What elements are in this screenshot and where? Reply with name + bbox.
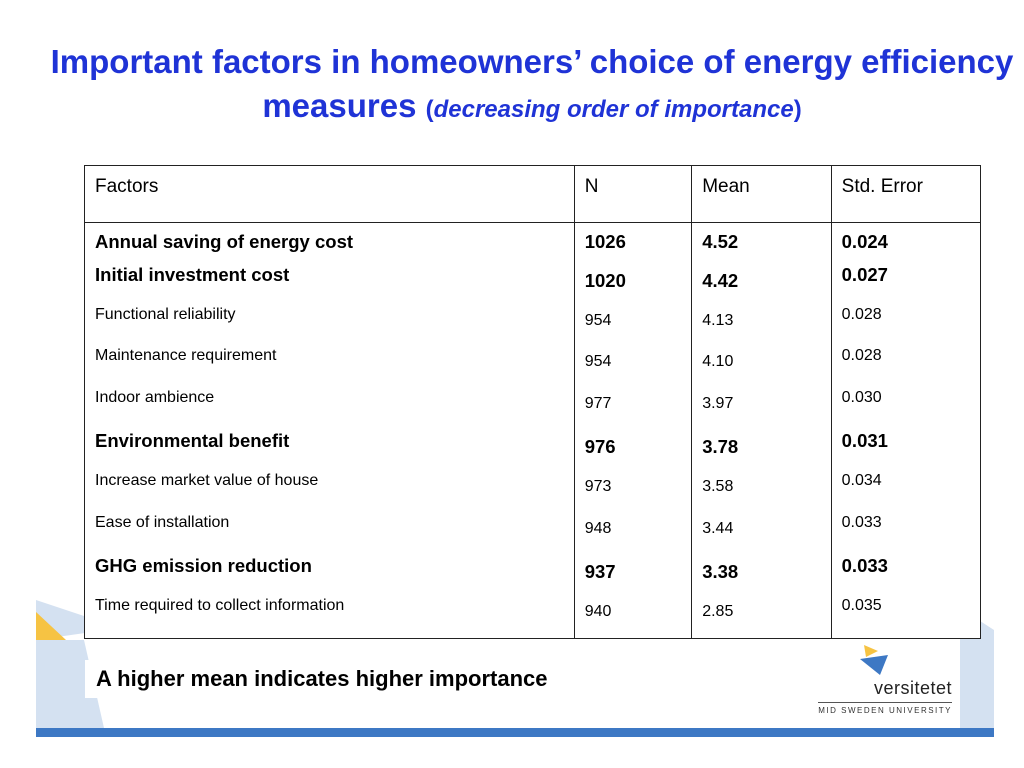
title-open-paren: ( [425,96,434,123]
table-row: Annual saving of energy cost 1026 4.52 0… [84,222,982,265]
std-error-cell: 0.035 [830,596,982,639]
footnote: A higher mean indicates higher importanc… [85,660,875,698]
header-mean: Mean [691,165,832,223]
std-error-cell: 0.027 [830,264,982,306]
n-cell: 1020 [573,264,693,306]
table-row: Increase market value of house 973 3.58 … [84,472,982,514]
factor-cell: Maintenance requirement [84,347,575,389]
table-header-row: Factors N Mean Std. Error [84,165,982,223]
std-error-cell: 0.033 [830,555,982,597]
std-error-cell: 0.034 [830,472,982,514]
n-cell: 977 [573,388,693,431]
table-row: Maintenance requirement 954 4.10 0.028 [84,347,982,389]
factor-cell: Environmental benefit [84,430,575,473]
n-cell: 954 [573,305,693,348]
table-row: Environmental benefit 976 3.78 0.031 [84,430,982,473]
table-row: Ease of installation 948 3.44 0.033 [84,513,982,556]
factor-cell: Increase market value of house [84,472,575,514]
header-factors: Factors [84,165,575,223]
mean-cell: 3.44 [691,513,832,556]
mean-cell: 3.97 [691,388,832,431]
title-close-paren: ) [793,96,802,123]
table-row: Initial investment cost 1020 4.42 0.027 [84,264,982,306]
factor-cell: Initial investment cost [84,264,575,306]
logo-mark-icon [860,645,888,675]
title-main: Important factors in homeowners’ choice … [50,43,1014,124]
std-error-cell: 0.033 [830,513,982,556]
factor-cell: Time required to collect information [84,596,575,639]
university-logo: versitetet MID SWEDEN UNIVERSITY [818,643,952,715]
logo-wordmark: versitetet [873,678,952,698]
n-cell: 976 [573,430,693,473]
table-row: GHG emission reduction 937 3.38 0.033 [84,555,982,597]
factor-cell: Ease of installation [84,513,575,556]
mean-cell: 3.38 [691,555,832,597]
factor-cell: Indoor ambience [84,388,575,431]
factor-cell: Functional reliability [84,305,575,348]
mean-cell: 4.13 [691,305,832,348]
title-subtitle: decreasing order of importance [433,96,794,123]
n-cell: 948 [573,513,693,556]
mean-cell: 4.10 [691,347,832,389]
mean-cell: 3.78 [691,430,832,473]
mean-cell: 4.42 [691,264,832,306]
header-std-error: Std. Error [830,165,982,223]
factor-cell: Annual saving of energy cost [84,222,575,265]
table-row: Functional reliability 954 4.13 0.028 [84,305,982,348]
mean-cell: 4.52 [691,222,832,265]
n-cell: 940 [573,596,693,639]
std-error-cell: 0.030 [830,388,982,431]
slide-title: Important factors in homeowners’ choice … [40,40,1024,132]
header-n: N [573,165,693,223]
table-row: Time required to collect information 940… [84,596,982,639]
std-error-cell: 0.028 [830,347,982,389]
n-cell: 954 [573,347,693,389]
factor-cell: GHG emission reduction [84,555,575,597]
logo-subline: MID SWEDEN UNIVERSITY [818,702,952,715]
bottom-blue-bar [36,728,994,737]
mean-cell: 2.85 [691,596,832,639]
table-row: Indoor ambience 977 3.97 0.030 [84,388,982,431]
std-error-cell: 0.028 [830,305,982,348]
mean-cell: 3.58 [691,472,832,514]
n-cell: 1026 [573,222,693,265]
std-error-cell: 0.024 [830,222,982,265]
std-error-cell: 0.031 [830,430,982,473]
factors-table: Factors N Mean Std. Error Annual saving … [84,165,982,639]
n-cell: 973 [573,472,693,514]
n-cell: 937 [573,555,693,597]
